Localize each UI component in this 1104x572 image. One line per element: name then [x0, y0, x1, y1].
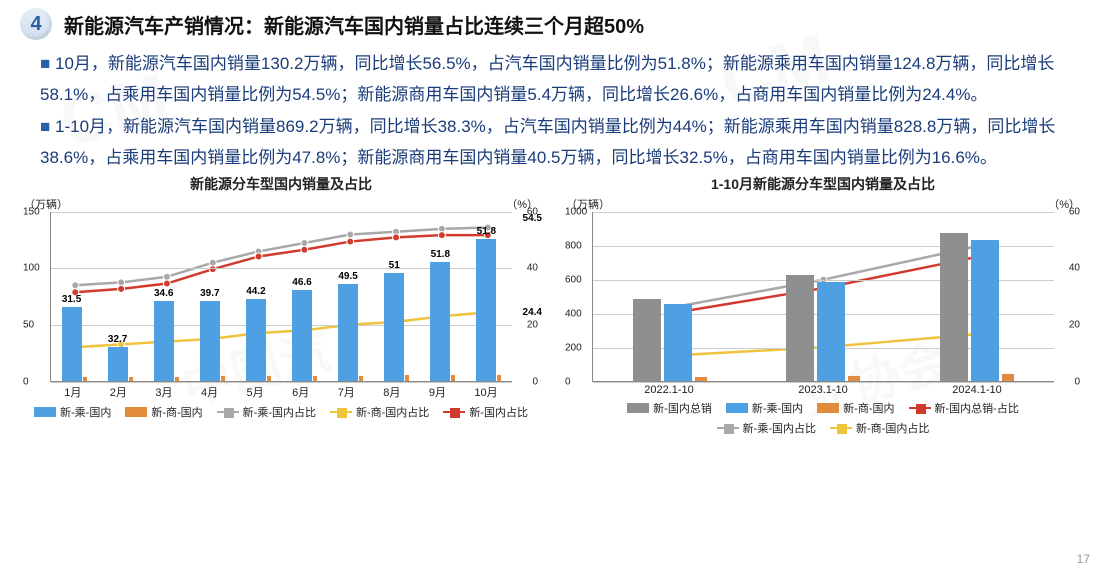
chart-title: 新能源分车型国内销量及占比	[20, 174, 542, 194]
chart-legend: 新-乘-国内新-商-国内新-乘-国内占比新-商-国内占比新-国内占比	[30, 404, 532, 420]
section-header: 4 新能源汽车产销情况：新能源汽车国内销量占比连续三个月超50%	[0, 0, 1104, 44]
title-bold: 新能源汽车产销情况：	[64, 16, 264, 38]
chart-area: 020040060080010000204060	[592, 212, 1054, 382]
chart-legend: 新-国内总销新-乘-国内新-商-国内新-国内总销-占比新-乘-国内占比新-商-国…	[572, 400, 1074, 436]
title-rest: 新能源汽车国内销量占比连续三个月超50%	[264, 16, 644, 38]
chart-area: 050100150020406031.532.734.639.744.246.6…	[50, 212, 512, 382]
page-number: 17	[1077, 552, 1090, 566]
section-badge: 4	[20, 8, 52, 40]
bullet-item: 1-10月，新能源汽车国内销量869.2万辆，同比增长38.3%，占汽车国内销量…	[40, 111, 1074, 174]
ytd-chart: 1-10月新能源分车型国内销量及占比 （万辆） （%） 020040060080…	[562, 174, 1084, 436]
monthly-chart: 新能源分车型国内销量及占比 （万辆） （%） 05010015002040603…	[20, 174, 542, 436]
section-title: 新能源汽车产销情况：新能源汽车国内销量占比连续三个月超50%	[64, 10, 644, 39]
chart-title: 1-10月新能源分车型国内销量及占比	[562, 174, 1084, 194]
x-axis-labels: 1月2月3月4月5月6月7月8月9月10月	[50, 384, 512, 400]
bullet-item: 10月，新能源汽车国内销量130.2万辆，同比增长56.5%，占汽车国内销量比例…	[40, 48, 1074, 111]
bullet-block: 10月，新能源汽车国内销量130.2万辆，同比增长56.5%，占汽车国内销量比例…	[0, 44, 1104, 174]
x-axis-labels: 2022.1-102023.1-102024.1-10	[592, 384, 1054, 396]
